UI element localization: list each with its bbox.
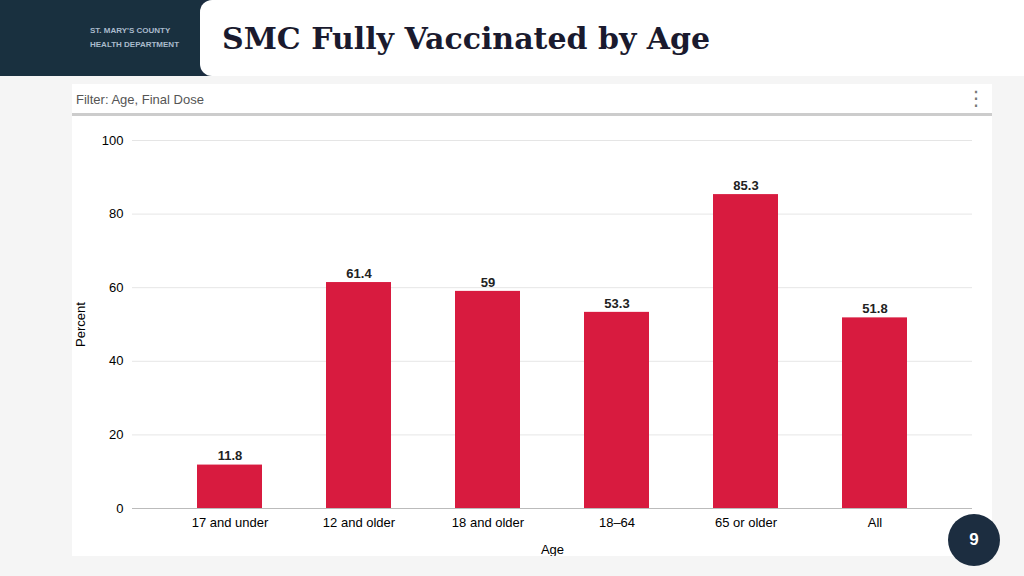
html-text:SMC Fully Vaccinated by Age: SMC Fully Vaccinated by Age: [222, 20, 711, 56]
html-text:HEALTH DEPARTMENT: HEALTH DEPARTMENT: [90, 40, 179, 49]
svg-text:60: 60: [109, 280, 123, 295]
svg-text:100: 100: [102, 133, 124, 148]
svg-text:20: 20: [109, 427, 123, 442]
html-text:ST. MARY'S COUNTY: ST. MARY'S COUNTY: [90, 26, 171, 35]
svg-text:40: 40: [109, 353, 123, 368]
svg-text:11.8: 11.8: [218, 448, 243, 463]
svg-text:80: 80: [109, 206, 123, 221]
svg-text:51.8: 51.8: [862, 301, 887, 316]
svg-text:All: All: [868, 515, 883, 530]
svg-text:53.3: 53.3: [604, 296, 629, 311]
svg-text:12 and older: 12 and older: [323, 515, 396, 530]
svg-text:65 or older: 65 or older: [715, 515, 778, 530]
svg-text:61.4: 61.4: [346, 266, 372, 281]
svg-text:Age: Age: [541, 542, 564, 557]
html-text:9: 9: [969, 530, 979, 549]
svg-text:18–64: 18–64: [599, 515, 635, 530]
svg-text:Percent: Percent: [73, 302, 88, 347]
svg-text:17 and under: 17 and under: [192, 515, 269, 530]
svg-text:18 and older: 18 and older: [452, 515, 525, 530]
svg-text:0: 0: [116, 501, 123, 516]
svg-text:59: 59: [481, 275, 495, 290]
html-text:Filter: Age, Final Dose: Filter: Age, Final Dose: [76, 92, 204, 107]
svg-text:85.3: 85.3: [733, 178, 758, 193]
